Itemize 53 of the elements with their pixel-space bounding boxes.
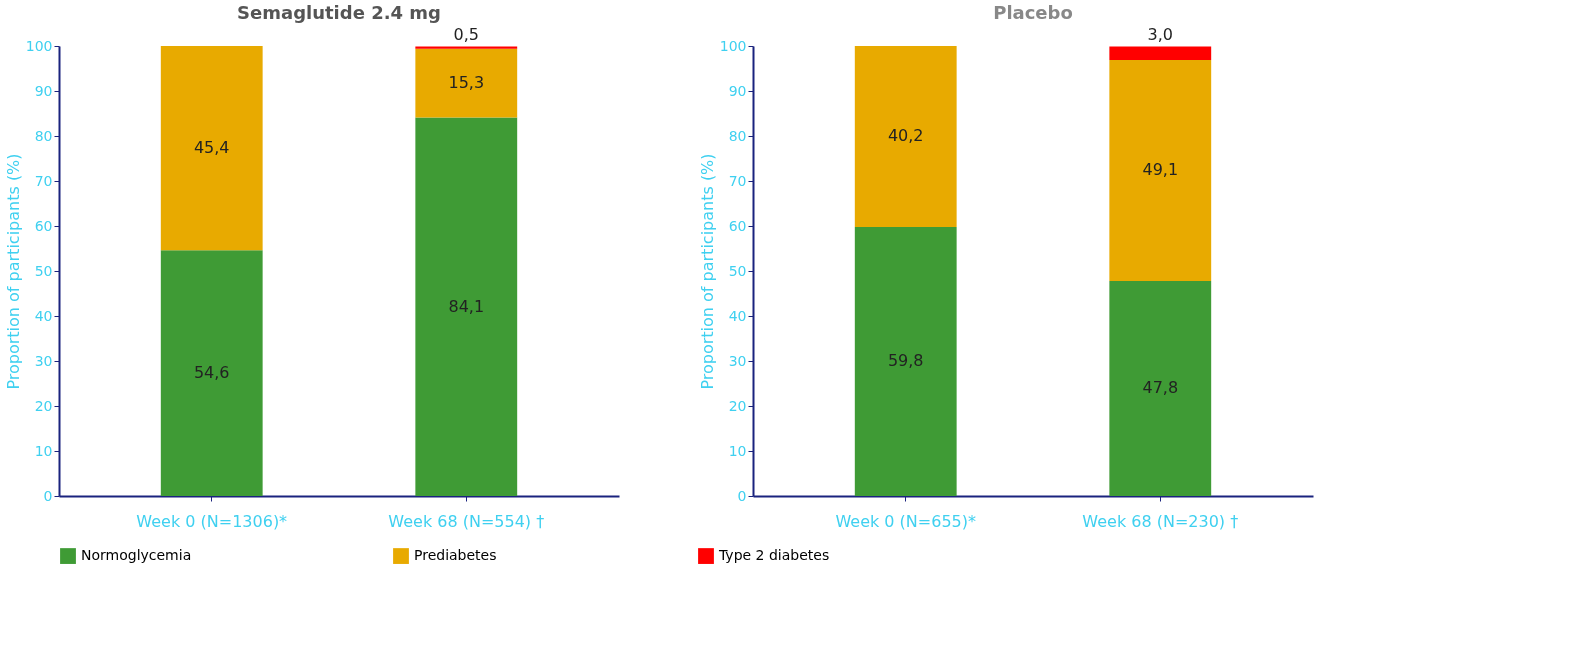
y-tick-label: 60 xyxy=(728,217,747,234)
bar xyxy=(1109,59,1212,281)
x-tick-label: Week 0 (N=655)* xyxy=(835,511,977,531)
chart-title: Placebo xyxy=(993,2,1073,24)
bar xyxy=(415,117,518,496)
bar xyxy=(415,46,518,49)
y-tick-label: 80 xyxy=(34,127,53,144)
y-tick-label: 10 xyxy=(34,442,53,459)
y-tick-label: 100 xyxy=(25,37,53,54)
y-tick-label: 40 xyxy=(34,307,53,324)
bar xyxy=(854,46,957,227)
x-tick-label: Week 68 (N=554) † xyxy=(388,511,545,531)
legend-label: Type 2 diabetes xyxy=(718,547,830,564)
y-tick-label: 50 xyxy=(728,262,747,279)
data-label: 45,4 xyxy=(193,138,230,158)
y-tick-label: 90 xyxy=(728,82,747,99)
data-label: 40,2 xyxy=(887,126,924,146)
bar xyxy=(1109,280,1212,496)
data-label: 3,0 xyxy=(1147,25,1173,45)
y-tick-label: 50 xyxy=(34,262,53,279)
chart-title: Semaglutide 2.4 mg xyxy=(237,2,441,24)
bar xyxy=(1109,46,1212,60)
data-label: 54,6 xyxy=(193,363,230,383)
y-tick-label: 60 xyxy=(34,217,53,234)
y-tick-label: 30 xyxy=(728,352,747,369)
y-tick-label: 70 xyxy=(728,172,747,189)
y-tick-label: 90 xyxy=(34,82,53,99)
y-tick-label: 30 xyxy=(34,352,53,369)
data-label: 59,8 xyxy=(887,351,924,371)
y-tick-label: 20 xyxy=(728,397,747,414)
y-tick-label: 40 xyxy=(728,307,747,324)
data-label: 49,1 xyxy=(1142,160,1179,180)
bar xyxy=(854,226,957,496)
y-axis-title: Proportion of participants (%) xyxy=(3,153,23,390)
y-axis-title: Proportion of participants (%) xyxy=(697,153,717,390)
data-label: 47,8 xyxy=(1142,378,1179,398)
data-label: 84,1 xyxy=(448,296,485,316)
bar xyxy=(160,46,263,251)
bar xyxy=(415,48,518,118)
y-tick-label: 0 xyxy=(737,487,747,504)
legend-label: Normoglycemia xyxy=(81,547,192,564)
y-tick-label: 10 xyxy=(728,442,747,459)
y-tick-label: 0 xyxy=(43,487,53,504)
x-tick-label: Week 0 (N=1306)* xyxy=(136,511,288,531)
y-tick-label: 20 xyxy=(34,397,53,414)
y-tick-label: 100 xyxy=(719,37,747,54)
y-tick-label: 70 xyxy=(34,172,53,189)
data-label: 15,3 xyxy=(448,73,485,93)
data-label: 0,5 xyxy=(453,25,479,45)
x-tick-label: Week 68 (N=230) † xyxy=(1082,511,1239,531)
legend-label: Prediabetes xyxy=(414,547,497,564)
bar xyxy=(160,250,263,496)
y-tick-label: 80 xyxy=(728,127,747,144)
